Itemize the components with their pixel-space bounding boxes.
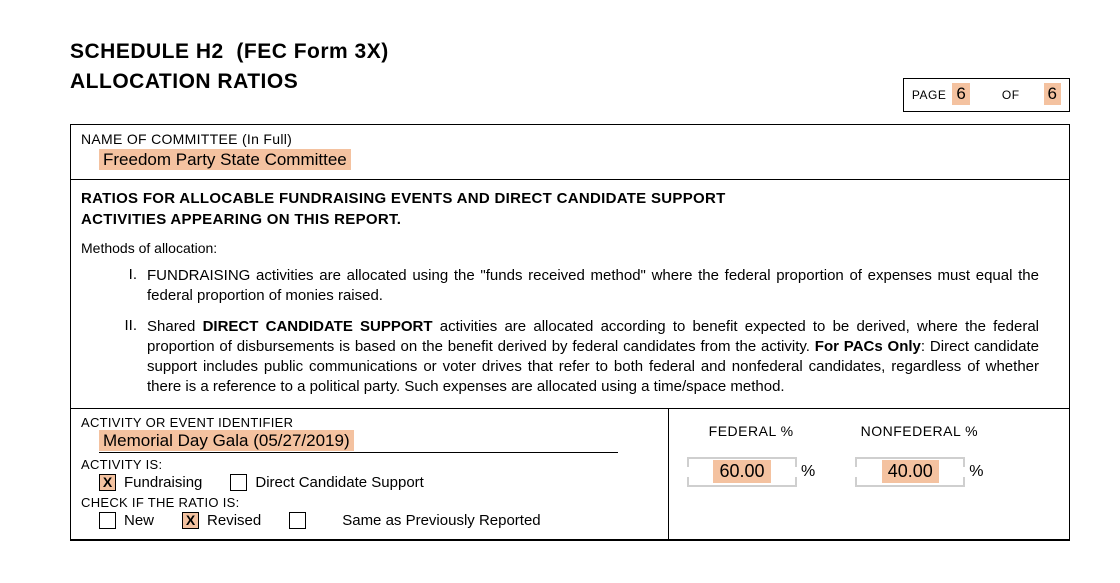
pct-sign: % (801, 463, 815, 481)
nonfederal-label: NONFEDERAL % (861, 423, 979, 439)
method2-text: Shared DIRECT CANDIDATE SUPPORT activiti… (147, 317, 1039, 398)
method2-roman: II. (121, 317, 147, 398)
ratios-title: RATIOS FOR ALLOCABLE FUNDRAISING EVENTS … (81, 188, 1059, 230)
revised-checkbox[interactable]: X (182, 512, 199, 529)
page-total: 6 (1044, 83, 1061, 105)
committee-name: Freedom Party State Committee (99, 149, 1059, 171)
revised-label: Revised (207, 512, 261, 529)
same-label: Same as Previously Reported (342, 512, 540, 529)
dcs-checkbox[interactable] (230, 474, 247, 491)
dcs-label: Direct Candidate Support (255, 474, 423, 491)
event-id-label: ACTIVITY OR EVENT IDENTIFIER (81, 415, 658, 430)
nonfederal-value: 40.00 (882, 460, 939, 483)
page-current: 6 (952, 83, 969, 105)
event-name: Memorial Day Gala (05/27/2019) (99, 430, 618, 453)
federal-value: 60.00 (713, 460, 770, 483)
new-label: New (124, 512, 154, 529)
fundraising-checkbox[interactable]: X (99, 474, 116, 491)
new-checkbox[interactable] (99, 512, 116, 529)
nonfederal-pct-box[interactable]: 40.00 (855, 457, 965, 487)
page-indicator: PAGE 6 OF 6 (903, 78, 1070, 112)
committee-label: NAME OF COMMITTEE (In Full) (81, 131, 1059, 147)
schedule-title: SCHEDULE H2 (FEC Form 3X) (70, 40, 389, 64)
page-label: PAGE (912, 88, 946, 102)
method1-text: FUNDRAISING activities are allocated usi… (147, 266, 1039, 307)
subtitle: ALLOCATION RATIOS (70, 70, 389, 94)
pct-sign: % (969, 463, 983, 481)
check-ratio-label: CHECK IF THE RATIO IS: (81, 495, 658, 510)
methods-label: Methods of allocation: (81, 240, 1059, 256)
fundraising-label: Fundraising (124, 474, 202, 491)
method1-roman: I. (121, 266, 147, 307)
federal-label: FEDERAL % (709, 423, 794, 439)
activity-is-label: ACTIVITY IS: (81, 457, 658, 472)
federal-pct-box[interactable]: 60.00 (687, 457, 797, 487)
of-label: OF (1002, 88, 1020, 102)
same-checkbox[interactable] (289, 512, 306, 529)
